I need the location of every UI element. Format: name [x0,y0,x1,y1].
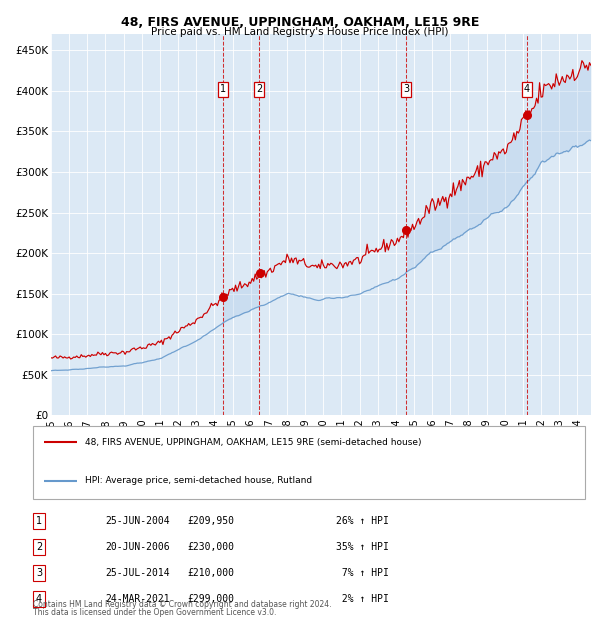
Text: £210,000: £210,000 [187,568,234,578]
Text: 7% ↑ HPI: 7% ↑ HPI [336,568,389,578]
Text: 2: 2 [256,84,262,94]
Text: £230,000: £230,000 [187,542,234,552]
Text: 3: 3 [36,568,42,578]
FancyBboxPatch shape [33,426,585,499]
Text: 24-MAR-2021: 24-MAR-2021 [105,594,170,604]
Text: 1: 1 [36,516,42,526]
Text: 2% ↑ HPI: 2% ↑ HPI [336,594,389,604]
Text: 48, FIRS AVENUE, UPPINGHAM, OAKHAM, LE15 9RE (semi-detached house): 48, FIRS AVENUE, UPPINGHAM, OAKHAM, LE15… [85,438,422,446]
Text: 48, FIRS AVENUE, UPPINGHAM, OAKHAM, LE15 9RE: 48, FIRS AVENUE, UPPINGHAM, OAKHAM, LE15… [121,16,479,29]
Text: 20-JUN-2006: 20-JUN-2006 [105,542,170,552]
Text: 3: 3 [403,84,409,94]
Text: This data is licensed under the Open Government Licence v3.0.: This data is licensed under the Open Gov… [33,608,277,617]
Text: Price paid vs. HM Land Registry's House Price Index (HPI): Price paid vs. HM Land Registry's House … [151,27,449,37]
Text: 4: 4 [36,594,42,604]
Text: 26% ↑ HPI: 26% ↑ HPI [336,516,389,526]
Text: 2: 2 [36,542,42,552]
Text: £209,950: £209,950 [187,516,234,526]
Text: Contains HM Land Registry data © Crown copyright and database right 2024.: Contains HM Land Registry data © Crown c… [33,600,331,609]
Text: 35% ↑ HPI: 35% ↑ HPI [336,542,389,552]
Text: 1: 1 [220,84,226,94]
Text: HPI: Average price, semi-detached house, Rutland: HPI: Average price, semi-detached house,… [85,476,313,485]
Text: 25-JUN-2004: 25-JUN-2004 [105,516,170,526]
Text: 4: 4 [524,84,530,94]
Text: £299,000: £299,000 [187,594,234,604]
Text: 25-JUL-2014: 25-JUL-2014 [105,568,170,578]
